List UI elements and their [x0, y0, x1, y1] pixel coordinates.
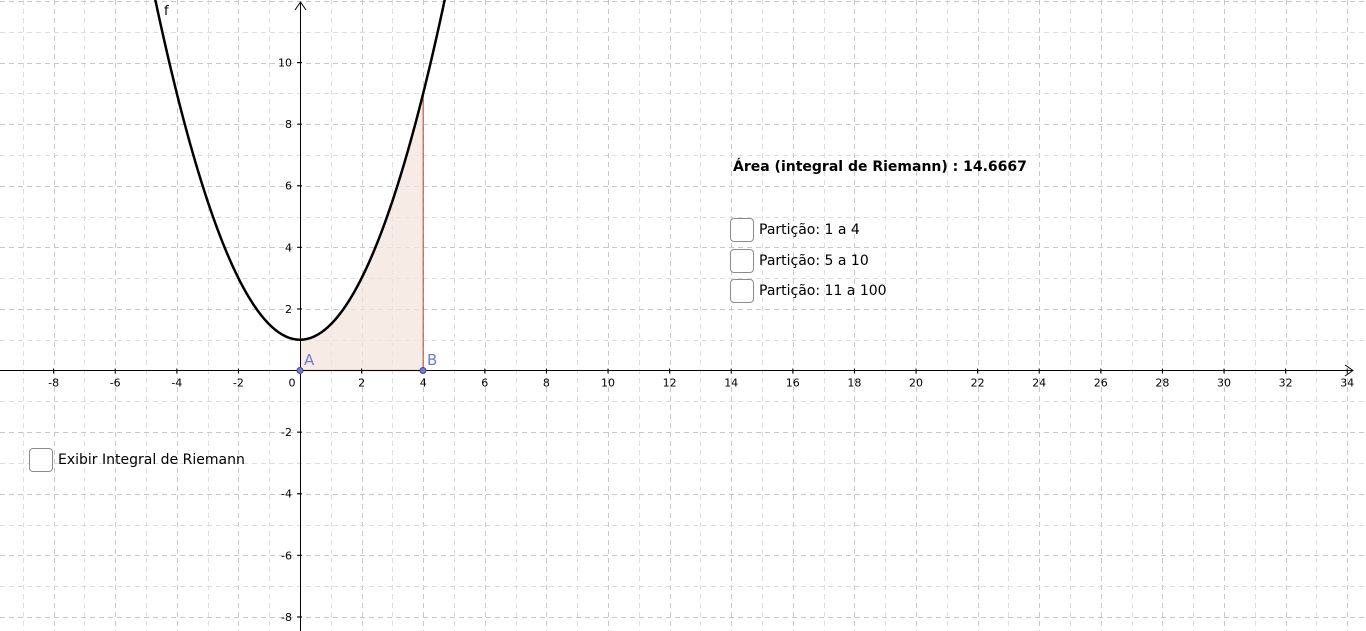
show-riemann-checkbox-row[interactable]: Exibir Integral de Riemann [29, 446, 245, 474]
function-curve[interactable] [151, 0, 449, 341]
x-tick-labels: -8 -6 -4 -2 0 2 4 6 8 10 12 14 16 18 20 22 24 26 28 30 32 34 [48, 368, 1354, 390]
x-tick-label: -8 [48, 377, 59, 390]
y-tick-labels: 10 8 6 4 2 -2 -4 -6 -8 [278, 57, 302, 624]
integral-region[interactable] [300, 93, 424, 371]
function-label: f [164, 4, 169, 19]
x-tick-label: 20 [909, 377, 923, 390]
x-tick-label: -2 [233, 377, 244, 390]
integral-area [300, 93, 424, 372]
partition-2-checkbox-row[interactable]: Partição: 5 a 10 [730, 247, 869, 275]
y-tick-label: 10 [278, 57, 292, 70]
x-tick-label: 6 [481, 377, 488, 390]
x-tick-label: 24 [1032, 377, 1046, 390]
y-tick-label: 4 [285, 241, 292, 254]
x-tick-label: 16 [786, 377, 800, 390]
x-tick-label: 18 [847, 377, 861, 390]
partition-3-checkbox[interactable] [730, 279, 754, 303]
point-b[interactable] [419, 367, 427, 374]
x-tick-label: 30 [1217, 377, 1231, 390]
x-tick-label: 14 [724, 377, 738, 390]
x-tick-label: 10 [601, 377, 615, 390]
area-result-text: Área (integral de Riemann) : 14.6667 [733, 159, 1027, 175]
x-tick-label: -4 [171, 377, 182, 390]
point-b-label: B [427, 351, 437, 369]
point-a[interactable] [296, 367, 304, 374]
x-tick-label: 4 [420, 377, 427, 390]
x-tick-label: 22 [971, 377, 985, 390]
partition-1-label: Partição: 1 a 4 [759, 222, 860, 238]
partition-2-checkbox[interactable] [730, 249, 754, 273]
partition-3-checkbox-row[interactable]: Partição: 11 a 100 [730, 277, 887, 305]
x-tick-label: 0 [289, 377, 296, 390]
y-tick-label: -8 [281, 611, 292, 624]
partition-1-checkbox[interactable] [730, 218, 754, 242]
x-tick-label: 32 [1279, 377, 1293, 390]
x-tick-label: 34 [1340, 377, 1354, 390]
point-a-label: A [304, 351, 315, 369]
x-tick-label: 2 [358, 377, 365, 390]
y-tick-label: -4 [281, 488, 292, 501]
y-tick-label: -2 [281, 426, 292, 439]
y-tick-label: 2 [285, 303, 292, 316]
y-axis-arrow-icon [294, 1, 307, 11]
x-tick-label: 8 [543, 377, 550, 390]
y-tick-label: 6 [285, 180, 292, 193]
x-tick-label: -6 [110, 377, 121, 390]
partition-1-checkbox-row[interactable]: Partição: 1 a 4 [730, 216, 860, 244]
x-tick-label: 26 [1094, 377, 1108, 390]
partition-2-label: Partição: 5 a 10 [759, 253, 869, 269]
x-tick-label: 12 [663, 377, 677, 390]
y-tick-label: 8 [285, 118, 292, 131]
x-tick-label: 28 [1155, 377, 1169, 390]
partition-3-label: Partição: 11 a 100 [759, 283, 887, 299]
x-axis-arrow-icon [1344, 364, 1354, 377]
show-riemann-checkbox[interactable] [29, 448, 53, 472]
show-riemann-label: Exibir Integral de Riemann [58, 452, 245, 468]
y-tick-label: -6 [281, 549, 292, 562]
